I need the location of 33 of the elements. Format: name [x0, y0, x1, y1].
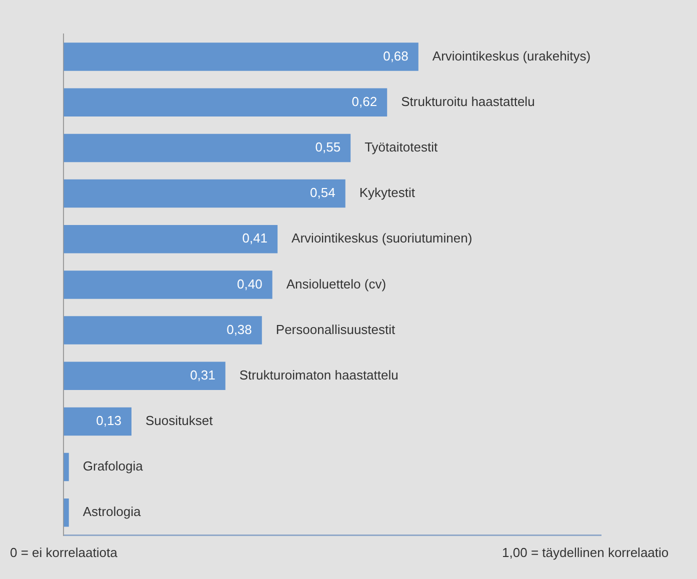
y-tick-label: Suositukset: [145, 413, 214, 428]
data-label: 0,41: [242, 230, 268, 246]
y-tick-label: Arviointikeskus (urakehitys): [432, 48, 591, 64]
y-tick-label: Strukturoitu haastattelu: [401, 94, 535, 109]
bar: [64, 88, 388, 117]
y-tick-label: Persoonallisuustestit: [276, 322, 396, 337]
y-tick-label: Ansioluettelo (cv): [286, 276, 386, 292]
y-tick-label: Kykytestit: [359, 185, 416, 200]
y-tick-label: Grafologia: [82, 458, 144, 474]
bar: [64, 134, 351, 162]
data-label: 0,31: [190, 367, 216, 382]
bar: [64, 407, 132, 436]
data-label: 0,38: [226, 322, 252, 337]
y-tick-label: Arviointikeskus (suoriutuminen): [292, 230, 472, 246]
data-label: 0,62: [352, 94, 378, 109]
data-label: 0,55: [315, 140, 341, 155]
bar: [64, 179, 346, 208]
bar: [64, 270, 272, 299]
data-label: 0,40: [237, 276, 262, 292]
data-label: 0,13: [96, 413, 122, 428]
bar: [64, 498, 69, 527]
x-tick-label: 0 = ei korrelaatiota: [10, 544, 118, 560]
bar: [64, 42, 418, 71]
y-tick-label: Strukturoimaton haastattelu: [239, 367, 398, 382]
bar: [64, 224, 278, 254]
x-tick-label: 1,00 = täydellinen korrelaatio: [502, 544, 669, 560]
bar: [64, 452, 69, 482]
data-label: 0,54: [310, 185, 336, 200]
bar: [64, 362, 226, 390]
y-tick-label: Astrologia: [82, 504, 142, 520]
y-tick-label: Työtaitotestit: [364, 140, 438, 155]
bar: [64, 316, 262, 344]
data-label: 0,68: [383, 48, 408, 64]
